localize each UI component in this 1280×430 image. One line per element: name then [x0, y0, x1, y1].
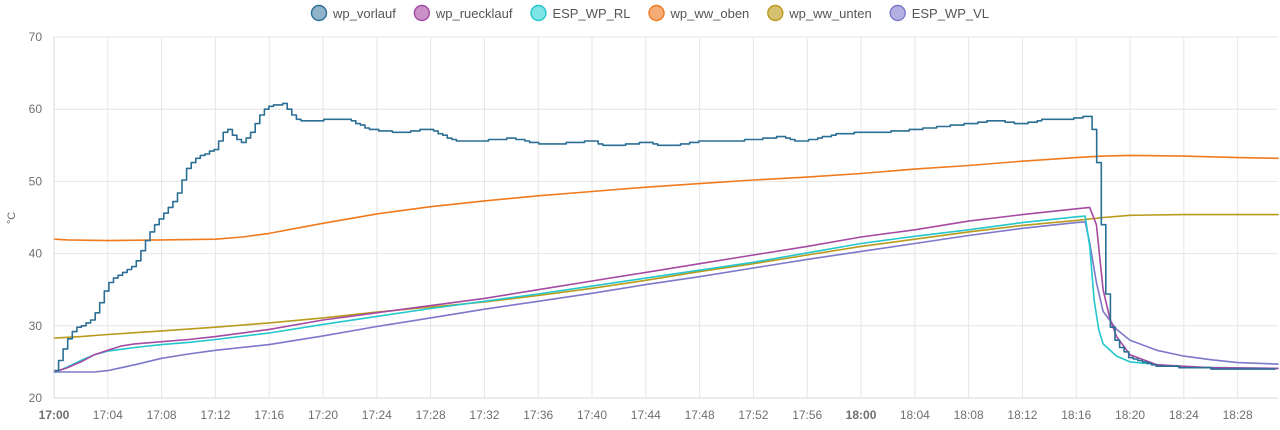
x-tick-label: 17:32	[469, 408, 499, 422]
series-line-wp-ww-oben	[53, 154, 1279, 242]
legend-label: wp_ruecklauf	[435, 6, 513, 21]
x-tick-label: 18:16	[1061, 408, 1091, 422]
legend-label: ESP_WP_VL	[912, 6, 989, 21]
series-line-wp-ruecklauf	[53, 206, 1279, 373]
legend-swatch	[889, 4, 906, 22]
x-tick-label: 18:04	[900, 408, 930, 422]
legend[interactable]: wp_vorlauf wp_ruecklauf ESP_WP_RL wp_ww_obe…	[310, 4, 989, 22]
x-tick-label: 18:12	[1007, 408, 1037, 422]
y-tick-label: 20	[29, 391, 43, 405]
legend-item-esp-wp-rl[interactable]: ESP_WP_RL	[530, 4, 631, 22]
y-axis-label: °C	[6, 212, 18, 224]
x-tick-label: 17:56	[792, 408, 822, 422]
legend-label: wp_ww_unten	[788, 6, 871, 21]
y-tick-label: 40	[29, 247, 43, 261]
x-tick-label: 17:16	[254, 408, 284, 422]
x-tick-label: 17:52	[738, 408, 768, 422]
x-tick-label: 17:44	[631, 408, 661, 422]
x-tick-label: 17:12	[200, 408, 230, 422]
legend-swatch	[767, 4, 784, 22]
x-tick-label: 17:04	[93, 408, 123, 422]
x-tick-label: 18:08	[954, 408, 984, 422]
grid	[53, 36, 1278, 399]
x-tick-label: 18:20	[1115, 408, 1145, 422]
x-tick-label: 17:00	[39, 408, 70, 422]
legend-label: wp_ww_oben	[670, 6, 750, 21]
legend-item-wp-ww-unten[interactable]: wp_ww_unten	[767, 4, 872, 22]
legend-item-wp-ruecklauf[interactable]: wp_ruecklauf	[413, 4, 513, 22]
legend-swatch	[530, 4, 547, 22]
legend-swatch	[413, 4, 431, 22]
x-tick-label: 17:28	[416, 408, 446, 422]
x-tick-label: 17:08	[147, 408, 177, 422]
x-tick-label: 17:48	[685, 408, 715, 422]
series-line-esp-wp-vl	[53, 221, 1279, 373]
series-line-wp-ww-unten	[53, 213, 1279, 339]
x-tick-label: 18:00	[846, 408, 877, 422]
y-tick-label: 50	[29, 174, 43, 188]
x-tick-label: 17:36	[523, 408, 553, 422]
x-tick-label: 17:20	[308, 408, 338, 422]
legend-item-wp-ww-oben[interactable]: wp_ww_oben	[648, 4, 750, 22]
series-line-esp-wp-rl	[53, 215, 1279, 374]
legend-item-esp-wp-vl[interactable]: ESP_WP_VL	[889, 4, 989, 22]
x-tick-label: 17:40	[577, 408, 607, 422]
y-tick-label: 30	[29, 319, 43, 333]
x-tick-label: 18:28	[1223, 408, 1253, 422]
series-lines	[53, 102, 1279, 374]
legend-swatch	[310, 4, 328, 22]
y-tick-label: 60	[29, 102, 43, 116]
legend-label: wp_vorlauf	[332, 6, 396, 21]
series-line-wp-vorlauf	[53, 102, 1276, 372]
legend-label: ESP_WP_RL	[552, 6, 630, 21]
legend-item-wp-vorlauf[interactable]: wp_vorlauf	[310, 4, 396, 22]
axes: 20 30 40 50 60 70 17:00 17:04 17:08 17:12 17:16 17:…	[29, 30, 1278, 422]
x-tick-label: 18:24	[1169, 408, 1199, 422]
x-tick-label: 17:24	[362, 408, 392, 422]
legend-swatch	[648, 4, 665, 22]
y-tick-label: 70	[29, 30, 43, 44]
